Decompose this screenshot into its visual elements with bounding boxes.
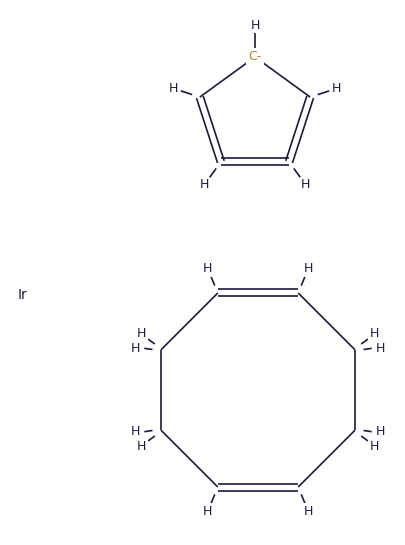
Text: H: H	[303, 505, 312, 518]
Text: H: H	[199, 178, 209, 191]
Text: H: H	[369, 440, 378, 453]
Text: H: H	[303, 263, 312, 275]
Text: H: H	[137, 440, 146, 453]
Text: H: H	[331, 82, 341, 95]
Text: H: H	[375, 426, 384, 439]
Text: H: H	[202, 263, 212, 275]
Text: Ir: Ir	[18, 288, 28, 302]
Text: H: H	[369, 327, 378, 340]
Text: C-: C-	[248, 51, 261, 64]
Text: H: H	[375, 342, 384, 355]
Text: H: H	[250, 19, 259, 32]
Text: H: H	[300, 178, 309, 191]
Text: H: H	[202, 505, 212, 518]
Text: H: H	[131, 426, 140, 439]
Text: H: H	[131, 342, 140, 355]
Text: H: H	[168, 82, 177, 95]
Text: H: H	[137, 327, 146, 340]
